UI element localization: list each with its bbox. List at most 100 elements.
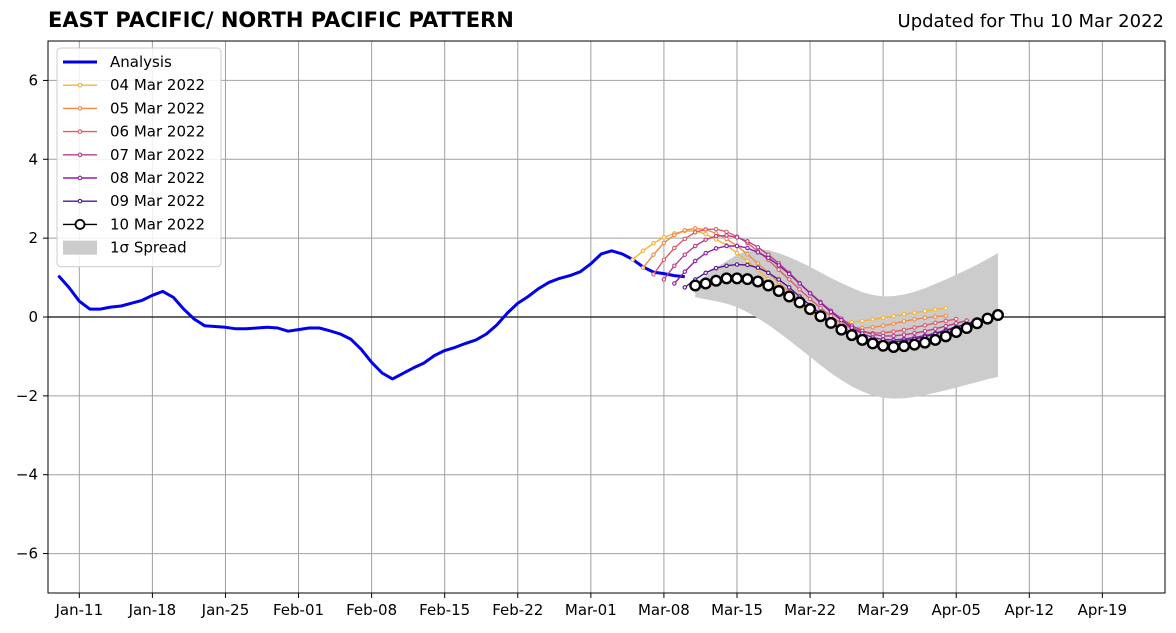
legend-handle [63,240,97,255]
forecast-point [651,272,656,277]
forecast-point [762,279,775,292]
x-tick-label: Apr-12 [1005,601,1055,619]
forecast-point [745,252,750,257]
legend-marker [77,152,83,158]
axes: Jan-11 Jan-18 Jan-25 Feb-01 Feb-08 Feb-15 Feb-… [16,40,1166,619]
forecast-point [950,325,963,338]
y-tick-label: −2 [16,387,38,405]
forecast-point [745,245,750,251]
forecast-point [860,318,865,324]
forecast-point [912,310,917,315]
forecast-point [814,310,827,323]
forecast-point [849,325,855,330]
forecast-point [793,296,806,309]
legend: Analysis 04 Mar 2022 05 Mar 2022 06 Mar 202… [56,47,222,268]
legend-marker [77,82,83,88]
forecast-point [824,316,837,329]
forecast-point [703,270,708,276]
forecast-point [786,285,792,290]
grid [48,41,1165,593]
forecast-point [933,307,938,312]
forecast-point [786,277,792,282]
forecast-point [943,313,949,319]
forecast-point [661,257,667,263]
forecast-point [682,228,688,233]
forecast-point [713,265,719,271]
forecast-point [891,313,896,319]
x-tick-label: Feb-01 [273,601,324,619]
forecast-point [856,333,869,346]
forecast-point [672,263,677,268]
forecast-point [797,281,802,286]
forecast-point [922,315,928,321]
forecast-point [933,326,938,332]
legend-label: 08 Mar 2022 [110,169,205,187]
forecast-point [692,243,698,249]
forecast-point [797,287,802,292]
forecast-point [755,244,761,250]
forecast-point [887,340,900,353]
forecast-point [901,332,907,337]
forecast-point [682,252,688,257]
legend-label: Analysis [110,53,172,71]
x-tick-label: Apr-05 [931,601,981,619]
forecast-point [724,229,729,235]
forecast-point [783,290,796,303]
forecast-point [835,323,848,336]
forecast-point [672,232,677,238]
forecast-point [929,333,942,346]
legend-marker [77,129,83,134]
forecast-point [745,258,750,264]
forecast-point [755,250,761,255]
legend-label: 10 Mar 2022 [110,215,205,233]
forecast-point [866,337,879,350]
x-tick-label: Apr-19 [1078,601,1128,619]
forecast-point [692,258,698,264]
forecast-point [661,240,667,246]
forecast-point [713,226,719,232]
forecast-point [672,245,677,251]
x-tick-label: Jan-18 [128,601,177,619]
forecast-point [776,277,781,282]
forecast-point [953,316,959,322]
y-tick-label: 0 [28,308,38,326]
forecast-point [912,325,917,330]
forecast-point [922,308,928,314]
legend-label: 1σ Spread [110,239,187,257]
forecast-point [943,306,949,311]
x-tick-label: Jan-25 [201,601,250,619]
y-tick-label: 6 [28,71,38,89]
legend-label: 04 Mar 2022 [110,76,205,94]
forecast-point [724,233,729,238]
forecast-point [661,235,667,240]
forecast-point [818,305,823,311]
updated-date: Updated for Thu 10 Mar 2022 [897,11,1164,32]
forecast-point [745,262,750,268]
forecast-point [922,328,928,334]
chart-title: EAST PACIFIC/ NORTH PACIFIC PATTERN [48,8,514,32]
forecast-point [661,277,667,282]
forecast-point [898,340,911,353]
forecast-point [651,241,656,246]
forecast-point [933,320,938,326]
y-tick-label: −6 [16,545,38,563]
legend-label: 06 Mar 2022 [110,123,205,141]
forecast-point [734,262,740,267]
forecast-point [703,231,708,237]
x-tick-label: Mar-22 [784,601,836,619]
forecast-point [933,314,938,319]
forecast-point [699,277,712,290]
forecast-point [912,330,917,336]
x-tick-label: Mar-01 [565,601,617,619]
forecast-point [751,275,764,288]
x-tick-label: Jan-11 [55,601,104,619]
forecast-point [849,319,855,325]
forecast-point [991,309,1004,322]
forecast-point [880,315,886,321]
forecast-point [713,246,719,251]
forecast-point [901,327,907,333]
legend-label: 05 Mar 2022 [110,99,205,117]
legend-label: 09 Mar 2022 [110,192,205,210]
forecast-point [713,233,719,239]
forecast-point [953,321,959,326]
